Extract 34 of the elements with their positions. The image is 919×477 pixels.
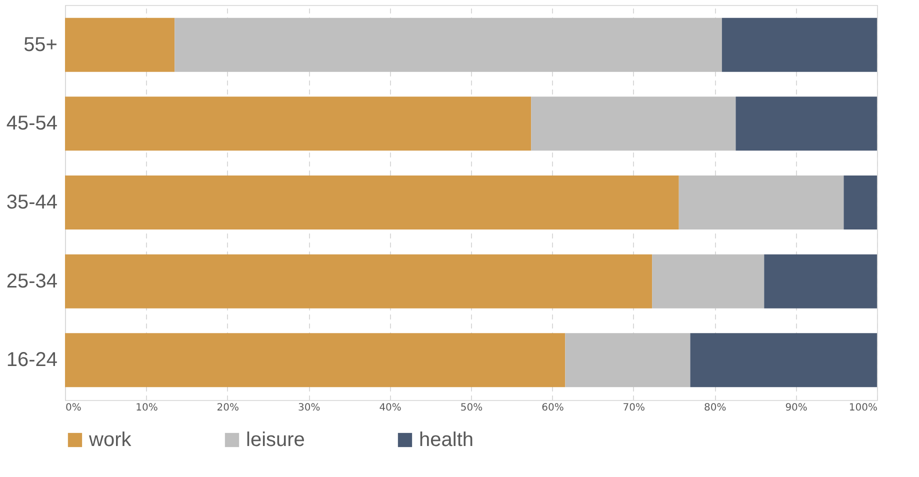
legend-label: leisure: [246, 429, 305, 451]
bar: [652, 254, 764, 308]
x-tick-label: 0%: [66, 402, 82, 414]
x-tick-label: 20%: [216, 402, 240, 414]
bar: [844, 176, 877, 230]
bar: [174, 18, 722, 72]
x-tick-label: 60%: [542, 402, 564, 414]
bar: [65, 96, 532, 151]
x-tick-label: 30%: [298, 402, 320, 414]
bar: [722, 18, 877, 72]
y-tick-label: 25-34: [6, 270, 58, 292]
bar: [678, 176, 844, 230]
bar: [65, 18, 175, 72]
legend-label: work: [88, 429, 132, 451]
bar: [764, 254, 877, 308]
bar: [690, 333, 877, 388]
x-tick-label: 80%: [704, 402, 726, 414]
x-tick-label: 70%: [622, 402, 646, 414]
legend-label: health: [419, 429, 474, 451]
bar: [736, 96, 877, 151]
bar: [65, 176, 679, 230]
x-tick-label: 90%: [785, 402, 808, 414]
y-tick-label: 35-44: [6, 192, 58, 214]
x-tick-label: 100%: [848, 402, 878, 414]
bar: [65, 254, 652, 308]
bar: [565, 333, 690, 388]
y-tick-label: 16-24: [6, 349, 58, 372]
bar: [65, 333, 566, 388]
x-tick-label: 10%: [136, 402, 158, 414]
y-tick-label: 45-54: [6, 112, 58, 135]
x-tick-label: 40%: [379, 402, 402, 414]
x-tick-label: 50%: [460, 402, 483, 414]
y-tick-label: 55+: [24, 34, 58, 56]
bar: [531, 96, 736, 151]
